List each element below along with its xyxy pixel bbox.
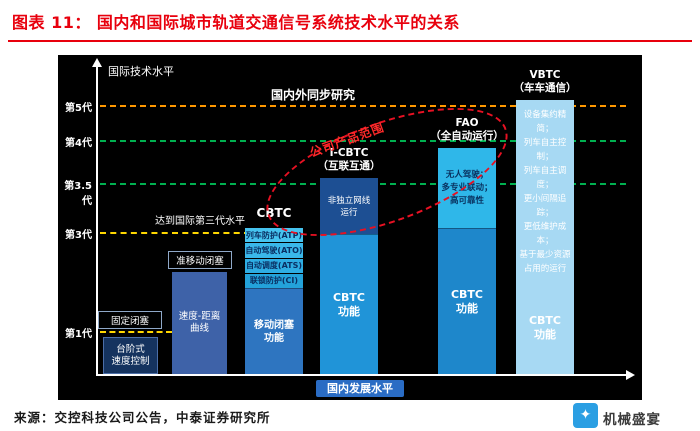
source-note: 来源：交控科技公司公告，中泰证券研究所 <box>14 410 271 425</box>
ytick-gen3: 第3代 <box>65 230 92 241</box>
bar-cbtc-body-text: 移动闭塞 功能 <box>245 288 303 374</box>
bar-cbtc-feature-ato: 自动驾驶(ATO) <box>245 243 303 258</box>
bar-vbtc-feature-text: 设备集约精简； 列车自主控制； 列车自主调度； 更小间隔追踪； 更低维护成本； … <box>519 110 571 274</box>
annotation-sync-research: 国内外同步研究 <box>270 88 355 102</box>
bar-fao-body-text: CBTC 功能 <box>438 228 496 374</box>
y-axis-title: 国际技术水平 <box>108 65 174 78</box>
bar-fixed-block: 台阶式 速度控制 <box>103 337 158 374</box>
bar-icbtc: 非独立网线运行 CBTC 功能 <box>320 178 378 374</box>
bar-quasi-moving-block-text: 速度-距离 曲线 <box>178 311 221 334</box>
bar-cbtc: 列车防护(ATP) 自动驾驶(ATO) 自动调度(ATS) 联锁防护(CI) 移… <box>245 228 303 374</box>
ytick-gen3-5: 第3.5代 <box>64 181 92 207</box>
bar-label-quasi-moving-block: 准移动闭塞 <box>168 251 232 269</box>
x-axis-arrow-icon <box>626 370 635 380</box>
bar-label-fixed-block: 固定闭塞 <box>98 311 162 329</box>
bar-vbtc-body-text: CBTC 功能 <box>528 314 562 341</box>
x-axis-line <box>96 374 626 376</box>
bar-label-fao: FAO （全自动运行） <box>430 117 504 142</box>
bar-label-cbtc: CBTC <box>256 206 292 220</box>
ytick-gen4: 第4代 <box>65 138 92 149</box>
gen1-dashed-line <box>100 331 172 333</box>
gen3-dashed-line <box>100 232 250 234</box>
gen4-dashed-line <box>100 140 626 142</box>
bar-cbtc-feature-ci: 联锁防护(CI) <box>245 273 303 288</box>
bar-fao-top-text: 无人驾驶； 多专业联动； 高可靠性 <box>438 148 496 228</box>
bar-fao: 无人驾驶； 多专业联动； 高可靠性 CBTC 功能 <box>438 148 496 374</box>
ytick-gen5: 第5代 <box>65 103 92 114</box>
bar-quasi-moving-block: 速度-距离 曲线 <box>172 272 227 374</box>
watermark-logo-icon: ✦ <box>573 403 598 428</box>
x-axis-title-box: 国内发展水平 <box>316 380 404 397</box>
watermark-text: 机械盛宴 <box>603 412 661 428</box>
bar-icbtc-body-text: CBTC 功能 <box>320 234 378 374</box>
gen5-dashed-line <box>100 105 626 107</box>
bar-label-icbtc: I-CBTC （互联互通） <box>317 147 381 172</box>
bar-cbtc-feature-chips: 列车防护(ATP) 自动驾驶(ATO) 自动调度(ATS) 联锁防护(CI) <box>245 228 303 288</box>
bar-cbtc-feature-ats: 自动调度(ATS) <box>245 258 303 273</box>
bar-label-vbtc: VBTC （车车通信） <box>513 69 577 94</box>
bar-cbtc-feature-atp: 列车防护(ATP) <box>245 228 303 243</box>
ytick-gen1: 第1代 <box>65 329 92 340</box>
bar-icbtc-top-text: 非独立网线运行 <box>320 178 378 234</box>
figure-title: 图表 11： 国内和国际城市轨道交通信号系统技术水平的关系 <box>12 13 460 32</box>
bar-fixed-block-text: 台阶式 速度控制 <box>111 343 150 367</box>
bar-vbtc: 设备集约精简； 列车自主控制； 列车自主调度； 更小间隔追踪； 更低维护成本； … <box>516 100 574 374</box>
title-underline <box>8 40 692 42</box>
y-axis-arrow-icon <box>92 58 102 67</box>
y-axis-line <box>96 67 98 376</box>
chart-panel: 国际技术水平 第5代 第4代 第3.5代 第3代 第1代 国内外同步研究 达到国… <box>58 55 642 400</box>
annotation-reach-gen3: 达到国际第三代水平 <box>155 216 245 227</box>
